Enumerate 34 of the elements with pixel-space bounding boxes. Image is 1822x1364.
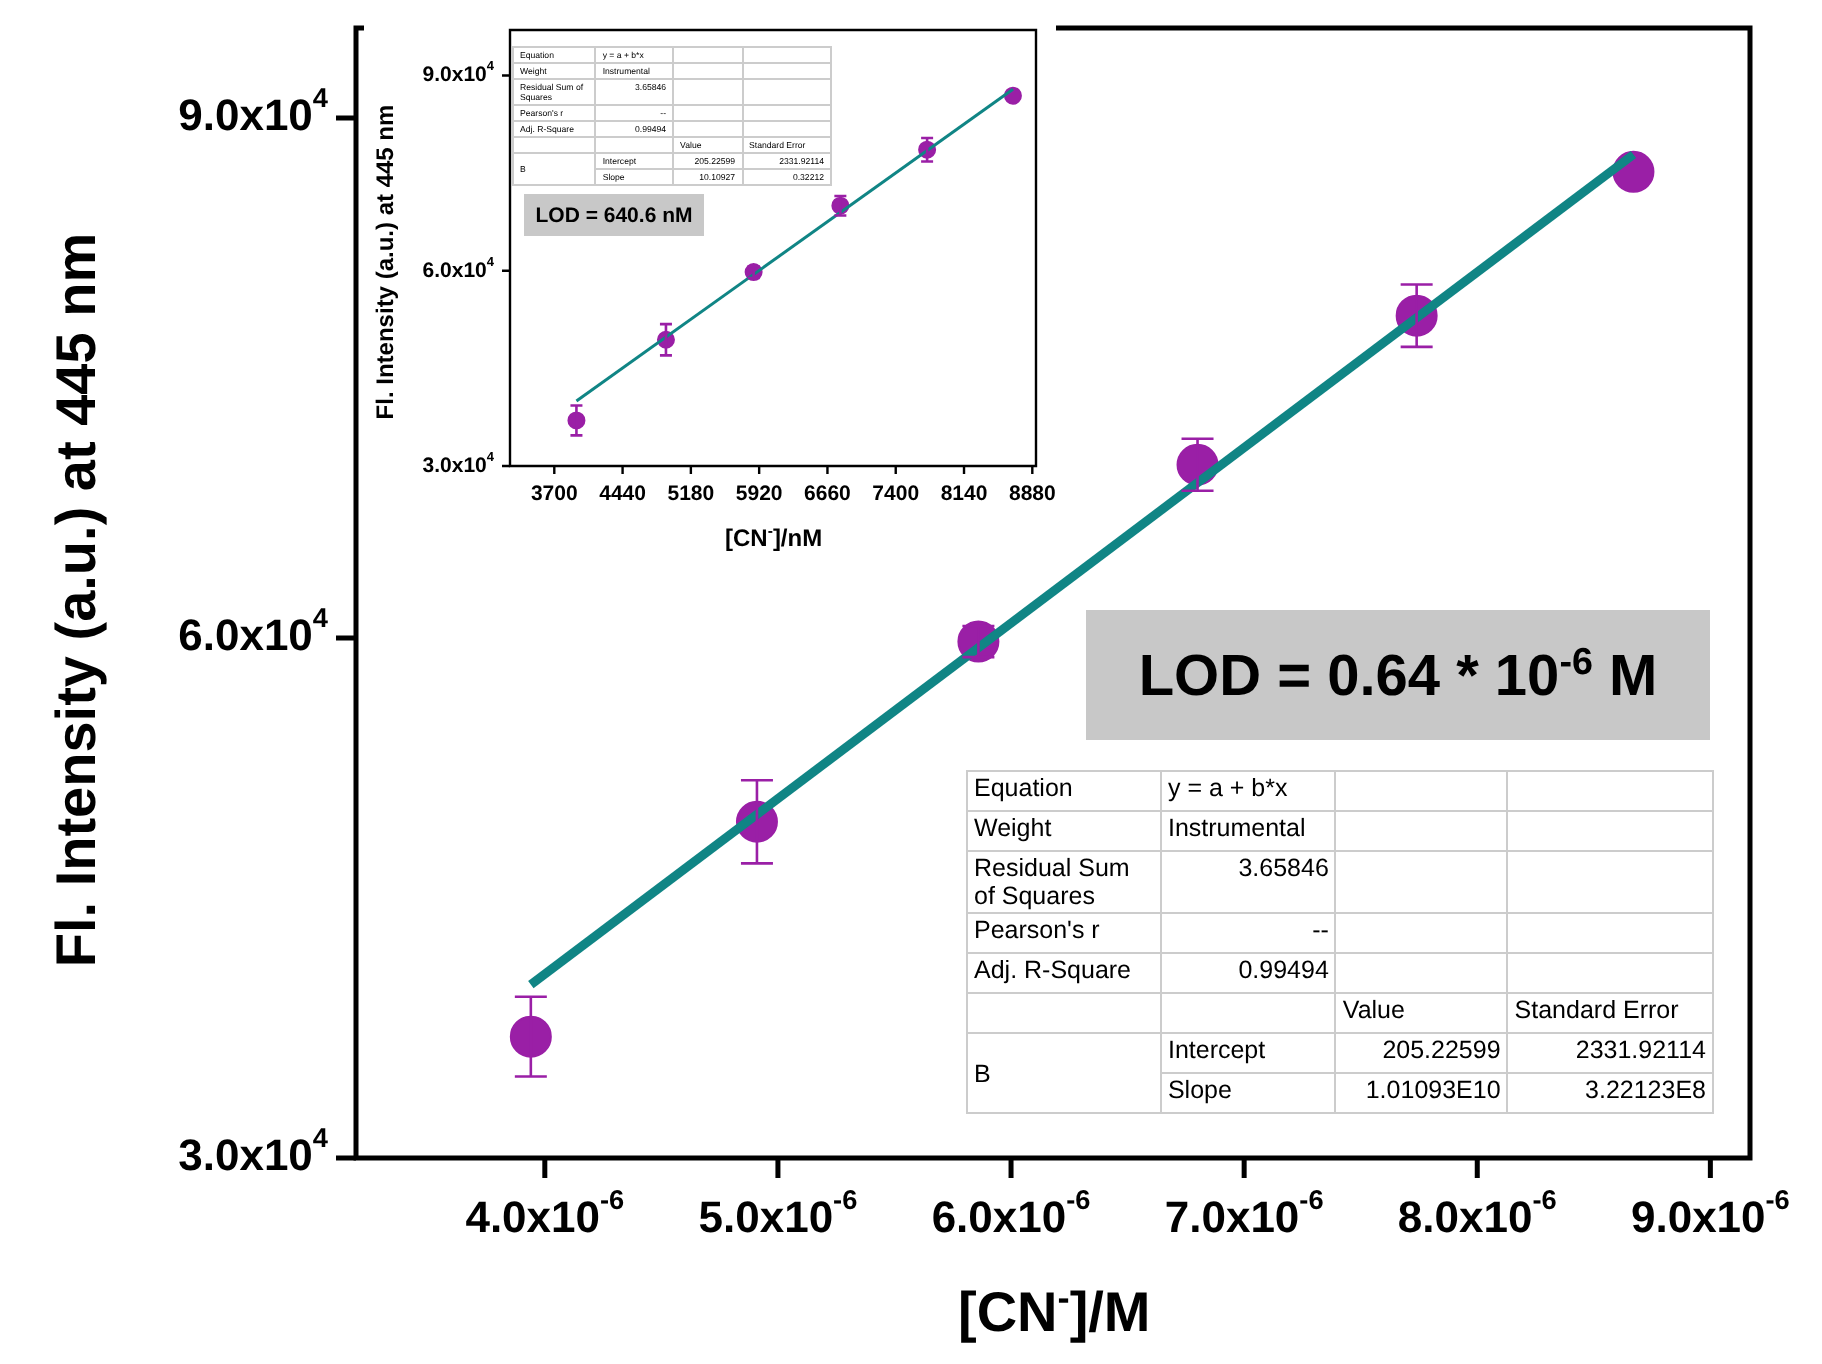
x-tick-label: 4440 [599,481,647,506]
annotation: Pearson's r [967,913,1161,953]
annotation: Slope [1160,1073,1336,1113]
annotation: y = a + b*x [1160,771,1336,811]
annotation: Equation [967,771,1161,811]
x-axis-title: [CN$^{-}$]/nM [725,521,823,551]
y-axis-title: Fl. Intensity (a.u.) at 445 nm [370,104,399,420]
annotation: -- [1160,913,1336,953]
annotation: B [967,1033,1161,1113]
y-axis-title: Fl. Intensity (a.u.) at 445 nm [44,232,109,968]
annotation: LOD = 0.64 * 10$^{-6}$ M [1138,639,1658,711]
annotation: Weight [967,811,1161,851]
annotation: 3.65846 [1160,851,1336,913]
x-tick-label: 3700 [530,481,578,506]
annotation: Instrumental [1160,811,1336,851]
annotation: Value [1335,993,1508,1033]
annotation: 3.22123E8 [1507,1073,1713,1113]
annotation: 0.99494 [1160,953,1336,993]
annotation: Residual Sum of Squares [967,851,1161,913]
annotation: 205.22599 [1335,1033,1508,1073]
x-tick-label: 8880 [1008,481,1056,506]
annotation: Adj. R-Square [967,953,1161,993]
x-axis-title: [CN$^{-}$]/M [958,1277,1151,1344]
x-tick-label: 8140 [940,481,988,506]
annotation: LOD = 640.6 nM [535,203,693,227]
annotation: 1.01093E10 [1335,1073,1508,1113]
point [509,1015,552,1058]
x-tick-label: 7400 [872,481,920,506]
x-tick-label: 6660 [804,481,852,506]
x-tick-label: 5920 [735,481,783,506]
annotation: Intercept [1160,1033,1336,1073]
annotation: 2331.92114 [1507,1033,1713,1073]
x-tick-label: 5180 [667,481,715,506]
annotation: Standard Error [1507,993,1713,1033]
